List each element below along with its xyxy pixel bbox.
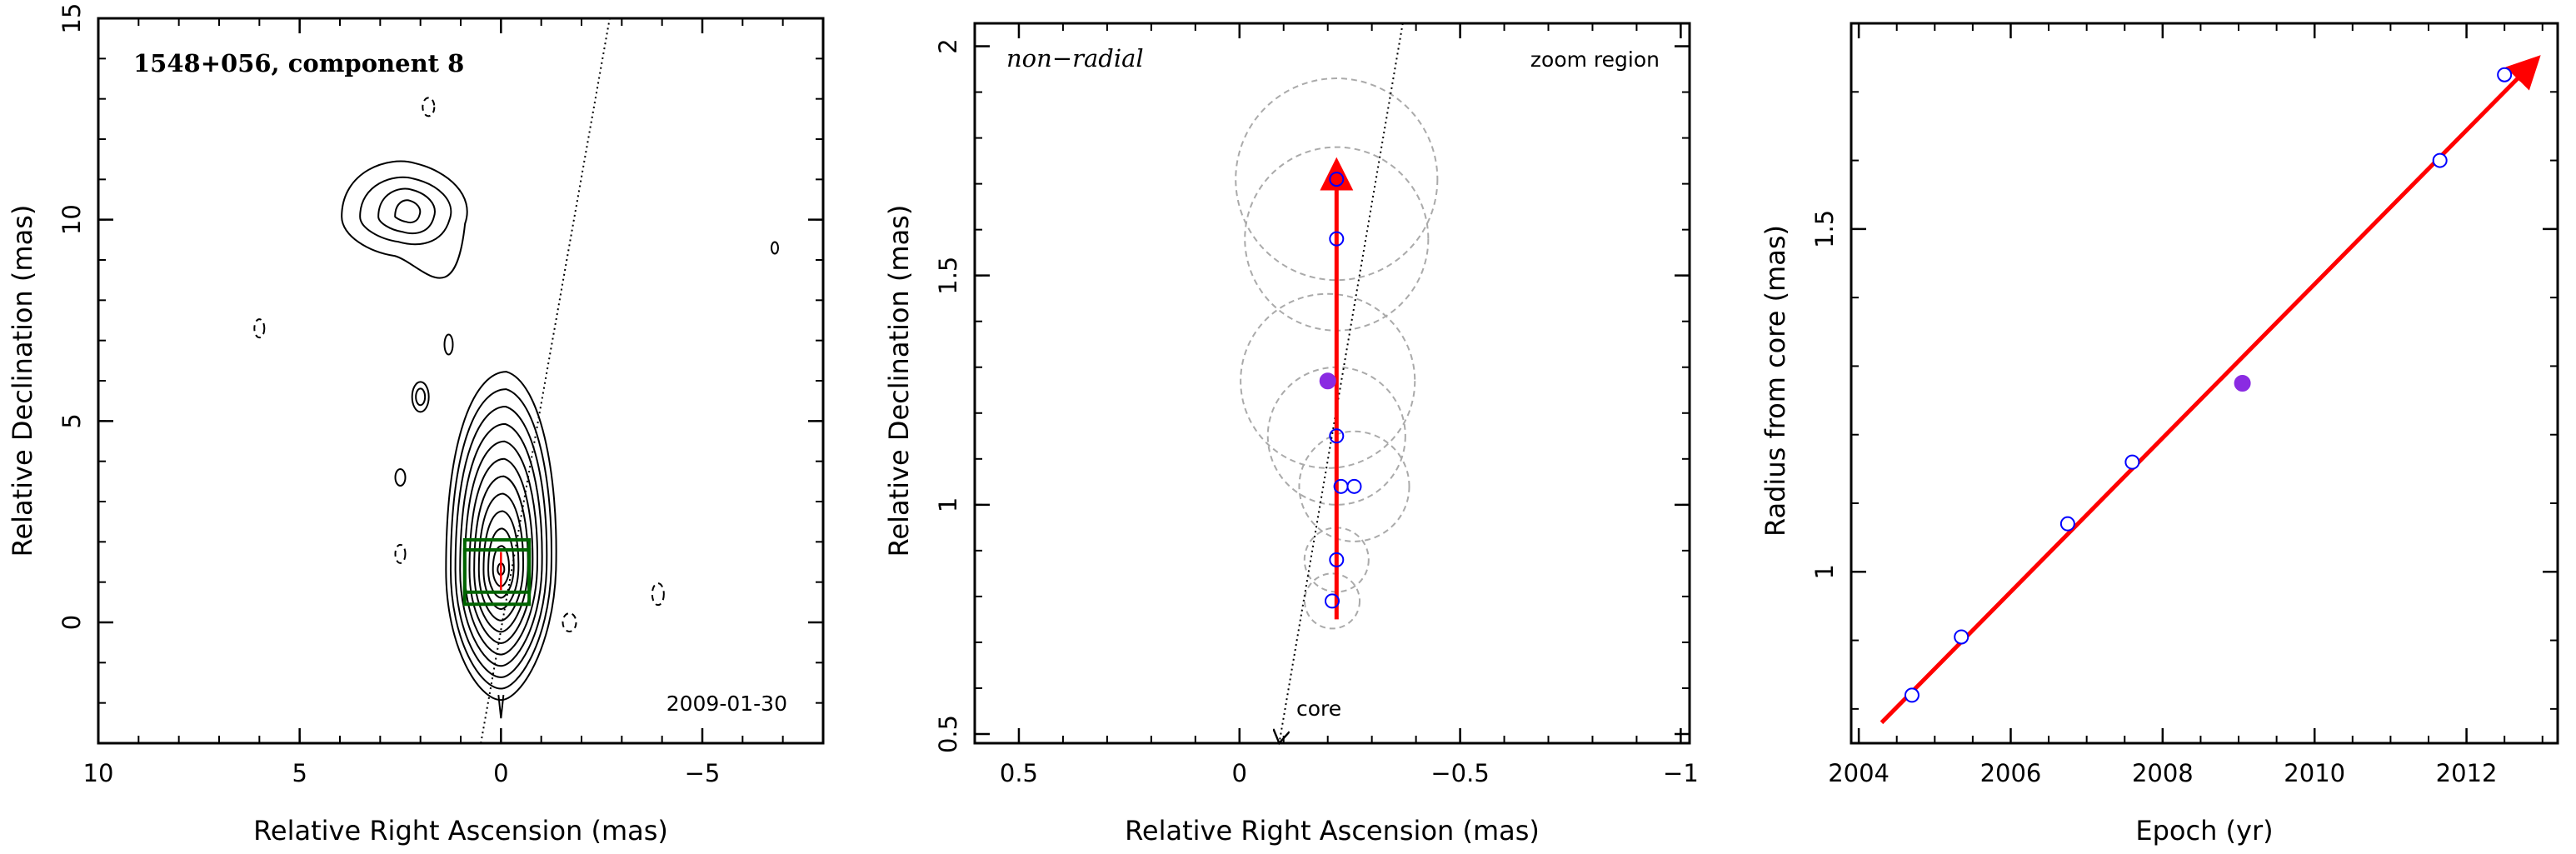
negative-contour	[422, 97, 436, 117]
axis-ticks	[1851, 22, 2558, 743]
y-tick-label: 1.5	[934, 257, 962, 295]
plot-frame	[973, 22, 1691, 745]
y-tick-label: 5	[57, 413, 86, 428]
x-tick-label: 2010	[2284, 759, 2345, 787]
core-contour	[482, 510, 520, 611]
x-tick-label: 2004	[1828, 759, 1890, 787]
island-contour	[394, 468, 407, 487]
island-contour	[771, 241, 779, 255]
y-tick-label: 15	[57, 3, 86, 34]
zoom-boxes	[462, 537, 532, 607]
y-tick-label: 10	[57, 204, 86, 235]
island-contour	[415, 387, 427, 407]
non-radial-label: non−radial	[1006, 44, 1144, 72]
core-label: core	[1296, 697, 1341, 721]
y-axis-title: Relative Declination (mas)	[883, 205, 915, 557]
core-contour	[492, 545, 510, 587]
plot-frame	[97, 17, 825, 745]
tick-labels: 0.5 0 −0.5 −1 0.5 1 1.5 2	[934, 38, 1699, 787]
open-point	[1904, 687, 1920, 703]
open-point	[1329, 231, 1345, 247]
open-point	[1954, 629, 1969, 645]
x-tick-label: −1	[1663, 759, 1699, 787]
y-tick-label: 1	[1810, 564, 1839, 579]
x-tick-label: 0	[1232, 759, 1247, 787]
zoom-region-label: zoom region	[1530, 47, 1660, 72]
open-point	[1329, 428, 1345, 444]
uncertainty-circle	[1240, 292, 1416, 469]
filled-point	[2234, 375, 2251, 392]
uncertainty-circle	[1303, 572, 1361, 630]
x-tick-label: 10	[83, 759, 114, 787]
knot-contour	[377, 187, 436, 235]
y-axis-title: Relative Declination (mas)	[7, 205, 38, 557]
axis-ticks	[97, 17, 824, 744]
panel-radius-epoch: 2004 2006 2008 2010 2012 1 1.5 Epoch (yr) Radi…	[1760, 22, 2559, 847]
negative-contour	[394, 543, 407, 564]
panel-contour-map: 10 5 0 −5 0 5 10 15 1548+056, component 8 2009-…	[7, 3, 825, 847]
open-point	[2124, 454, 2140, 470]
tick-labels: 2004 2006 2008 2010 2012 1 1.5	[1810, 210, 2497, 787]
panel-title: 1548+056, component 8	[133, 49, 464, 77]
x-axis-title: Relative Right Ascension (mas)	[1125, 815, 1540, 847]
core-contour	[454, 405, 548, 678]
open-point	[2059, 516, 2075, 532]
x-tick-label: −0.5	[1430, 759, 1489, 787]
core-contour	[445, 371, 557, 702]
open-point	[1325, 593, 1340, 609]
knot-contour	[359, 176, 452, 246]
x-tick-label: 0.5	[1000, 759, 1038, 787]
core-contour	[477, 492, 524, 622]
y-axis-title: Radius from core (mas)	[1760, 225, 1791, 537]
x-tick-label: 2006	[1980, 759, 2042, 787]
negative-contour	[253, 318, 266, 339]
x-tick-label: 0	[493, 759, 508, 787]
contour-lines	[253, 97, 779, 719]
island-contour	[411, 381, 430, 413]
y-tick-label: 1	[934, 497, 962, 512]
core-contour	[449, 388, 552, 690]
axis-ticks	[974, 23, 1690, 743]
zoom-box	[462, 548, 532, 594]
uncertainty-circle	[1235, 77, 1439, 282]
core-contour	[497, 562, 506, 577]
filled-point	[1319, 372, 1336, 390]
knot-contour	[341, 160, 468, 279]
x-tick-label: 2012	[2436, 759, 2498, 787]
core-contour	[487, 527, 515, 599]
epoch-annotation: 2009-01-30	[666, 692, 787, 716]
core-contour	[468, 457, 534, 644]
y-tick-label: 1.5	[1810, 210, 1839, 248]
uncertainty-circle	[1298, 430, 1410, 542]
uncertainty-circles	[1235, 77, 1439, 630]
core-contour	[463, 440, 538, 656]
x-tick-label: 2008	[2132, 759, 2194, 787]
data-points	[1319, 172, 1362, 609]
open-point	[1329, 552, 1345, 567]
core-contour	[459, 422, 543, 667]
negative-contour	[651, 582, 665, 607]
panel-zoom-scatter: 0.5 0 −0.5 −1 0.5 1 1.5 2 non−radial zoom regio…	[883, 22, 1699, 847]
knot-contour	[394, 199, 422, 224]
core-contour	[497, 695, 505, 719]
fit-arrow	[1880, 55, 2541, 725]
y-tick-label: 0.5	[934, 715, 962, 753]
x-axis-title: Relative Right Ascension (mas)	[253, 815, 668, 847]
data-points	[1904, 67, 2513, 703]
x-tick-label: −5	[685, 759, 721, 787]
x-tick-label: 5	[292, 759, 307, 787]
negative-contour	[562, 612, 577, 632]
plot-frame	[1850, 22, 2559, 745]
y-tick-label: 2	[934, 38, 962, 53]
x-axis-title: Epoch (yr)	[2135, 815, 2273, 847]
core-direction-line	[1279, 22, 1404, 743]
open-point	[2497, 67, 2513, 82]
tick-labels: 10 5 0 −5 0 5 10 15	[57, 3, 720, 787]
island-contour	[443, 333, 454, 356]
y-tick-label: 0	[57, 615, 86, 630]
open-point	[1329, 172, 1345, 187]
open-point	[1346, 478, 1362, 494]
open-point	[2432, 152, 2448, 168]
